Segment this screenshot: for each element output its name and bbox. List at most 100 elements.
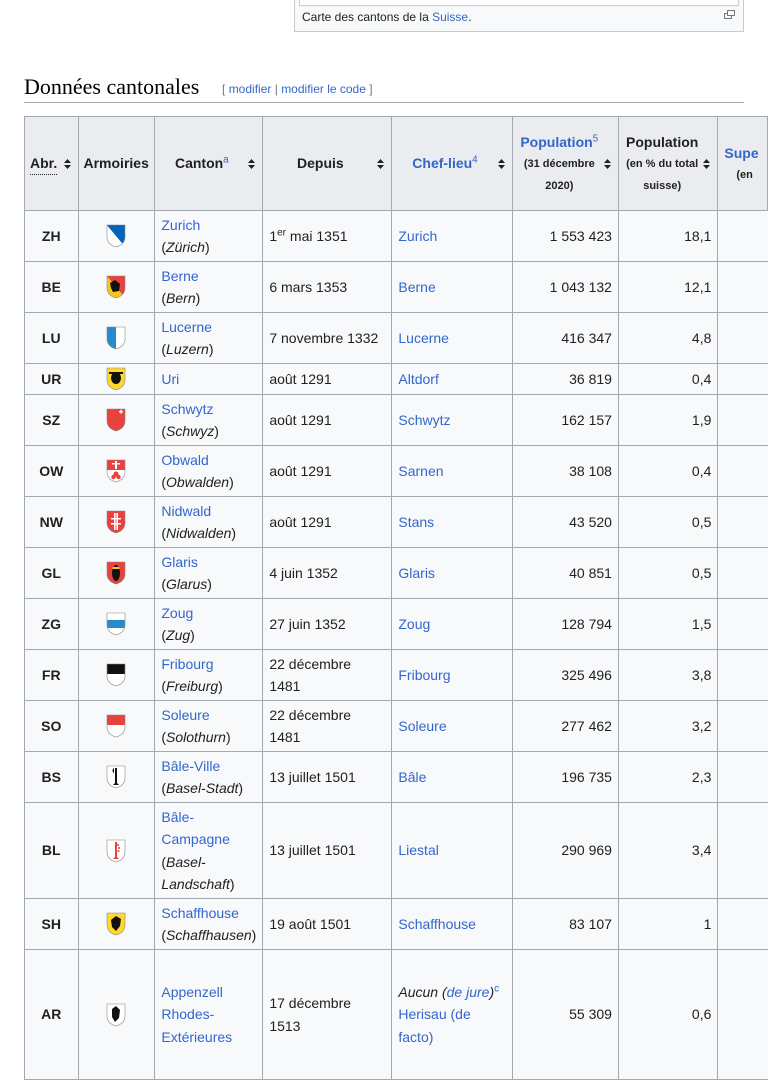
- chef-lieu-link[interactable]: Zoug: [398, 615, 431, 632]
- chef-lieu-link[interactable]: Soleure: [398, 717, 447, 734]
- cell-canton: Obwald (Obwalden): [154, 445, 264, 497]
- cell-armoiries: [77, 312, 156, 364]
- chef-lieu-link[interactable]: Sarnen: [398, 462, 444, 479]
- table-row: BS Bâle-Ville (Basel-Stadt) 13 juillet 1501…: [24, 751, 768, 803]
- canton-link[interactable]: Schwytz: [161, 400, 214, 417]
- so-flag-icon[interactable]: [85, 714, 149, 738]
- superficie-header-link[interactable]: Supe: [724, 144, 759, 161]
- note-4-link[interactable]: 4: [472, 154, 478, 166]
- fr-flag-icon[interactable]: [85, 663, 149, 687]
- canton-link[interactable]: Bâle-Campagne: [161, 808, 230, 848]
- header-superficie[interactable]: Supe (en: [717, 116, 768, 211]
- zg-flag-icon[interactable]: [85, 612, 149, 636]
- canton-local-name: Glarus: [166, 576, 208, 592]
- canton-link[interactable]: Glaris: [161, 553, 198, 570]
- canton-link[interactable]: Schaffhouse: [161, 904, 239, 921]
- zh-flag-icon[interactable]: [85, 224, 149, 248]
- cell-abr: GL: [24, 547, 79, 599]
- canton-link[interactable]: Zurich: [161, 216, 201, 233]
- cell-depuis: 7 novembre 1332: [262, 312, 393, 364]
- cell-abr: AR: [24, 949, 79, 1080]
- chef-lieu-link[interactable]: Fribourg: [398, 666, 451, 683]
- note-5-link[interactable]: 5: [592, 132, 599, 144]
- cell-abr: NW: [24, 496, 79, 548]
- chef-lieu-link[interactable]: Altdorf: [398, 370, 439, 387]
- cell-chef-lieu: Zoug: [391, 598, 513, 650]
- table-row: SH Schaffhouse (Schaffhausen) 19 août 1501 S…: [24, 898, 768, 950]
- chef-lieu-link[interactable]: Zurich: [398, 227, 438, 244]
- bs-flag-icon[interactable]: [85, 765, 149, 789]
- cell-chef-lieu: Aucun (de jure)c Herisau (de facto): [391, 949, 513, 1080]
- edit-code-link[interactable]: modifier le code: [281, 82, 366, 96]
- chef-lieu-link[interactable]: Berne: [398, 278, 436, 295]
- nw-flag-icon[interactable]: [85, 510, 149, 534]
- canton-local-name: Zug: [166, 627, 191, 643]
- cell-superficie: [717, 363, 768, 395]
- chef-lieu-header-link[interactable]: Chef-lieu: [412, 155, 473, 172]
- header-population[interactable]: Population5 (31 décembre 2020): [511, 116, 619, 211]
- population-header-link[interactable]: Population: [520, 133, 593, 150]
- chef-lieu-link[interactable]: Stans: [398, 513, 435, 530]
- table-row: SO Soleure (Solothurn) 22 décembre 1481 Sole…: [24, 700, 768, 752]
- sort-icon[interactable]: [63, 159, 71, 169]
- sort-icon[interactable]: [248, 159, 256, 169]
- edit-link[interactable]: modifier: [228, 82, 272, 96]
- cell-population-pct: 0,5: [617, 547, 719, 599]
- header-canton[interactable]: Cantona: [154, 116, 264, 211]
- magnify-icon[interactable]: [724, 10, 735, 19]
- table-body: ZH Zurich (Zürich) 1er mai 1351 Zurich 1 553 …: [24, 210, 768, 1080]
- sort-icon[interactable]: [497, 159, 505, 169]
- cell-canton: Bâle-Campagne (Basel-Landschaft): [154, 802, 264, 899]
- canton-link[interactable]: Zoug: [161, 604, 194, 621]
- canton-link[interactable]: Soleure: [161, 706, 210, 723]
- canton-link[interactable]: Appenzell Rhodes-Extérieures: [161, 983, 233, 1045]
- canton-link[interactable]: Nidwald: [161, 502, 212, 519]
- chef-lieu-link[interactable]: Schaffhouse: [398, 915, 476, 932]
- chef-lieu-link[interactable]: Lucerne: [398, 329, 449, 346]
- canton-link[interactable]: Berne: [161, 267, 199, 284]
- header-depuis[interactable]: Depuis: [262, 116, 393, 211]
- de-jure-link[interactable]: de jure: [446, 983, 490, 1000]
- lu-flag-icon[interactable]: [85, 326, 149, 350]
- cell-depuis: 19 août 1501: [262, 898, 393, 950]
- canton-link[interactable]: Fribourg: [161, 655, 214, 672]
- header-chef-lieu[interactable]: Chef-lieu4: [391, 116, 513, 211]
- canton-link[interactable]: Uri: [161, 370, 180, 387]
- chef-lieu-link[interactable]: Liestal: [398, 842, 439, 859]
- cell-depuis: août 1291: [262, 496, 393, 548]
- note-a-link[interactable]: a: [223, 154, 229, 166]
- ur-flag-icon[interactable]: [85, 367, 149, 391]
- cell-population: 290 969: [511, 802, 619, 899]
- map-image-frame[interactable]: [299, 0, 739, 6]
- cell-superficie: [717, 394, 768, 446]
- chef-lieu-link[interactable]: Schwytz: [398, 411, 451, 428]
- note-c-link[interactable]: c: [494, 983, 500, 995]
- canton-link[interactable]: Obwald: [161, 451, 209, 468]
- chef-lieu-link[interactable]: Herisau (de facto): [398, 1006, 471, 1045]
- cell-superficie: [717, 649, 768, 701]
- cell-abr: SH: [24, 898, 79, 950]
- bl-flag-icon[interactable]: [85, 839, 149, 863]
- switzerland-link[interactable]: Suisse: [432, 10, 469, 24]
- canton-link[interactable]: Lucerne: [161, 318, 212, 335]
- ar-flag-icon[interactable]: [85, 1003, 149, 1027]
- sh-flag-icon[interactable]: [85, 912, 149, 936]
- sort-icon[interactable]: [603, 159, 611, 169]
- be-flag-icon[interactable]: [85, 275, 149, 299]
- cell-superficie: [717, 210, 768, 262]
- canton-link[interactable]: Bâle-Ville: [161, 757, 221, 774]
- cell-superficie: [717, 261, 768, 313]
- cell-population: 325 496: [511, 649, 619, 701]
- cell-armoiries: [77, 949, 156, 1080]
- canton-local-name: Freiburg: [166, 678, 219, 694]
- chef-lieu-link[interactable]: Glaris: [398, 564, 435, 581]
- header-population-pct[interactable]: Population (en % du total suisse): [617, 116, 719, 211]
- chef-lieu-link[interactable]: Bâle: [398, 768, 427, 785]
- sort-icon[interactable]: [377, 159, 385, 169]
- sz-flag-icon[interactable]: [85, 408, 149, 432]
- gl-flag-icon[interactable]: [85, 561, 149, 585]
- sort-icon[interactable]: [703, 159, 711, 169]
- header-abr[interactable]: Abr.: [24, 116, 79, 211]
- cell-population: 36 819: [511, 363, 619, 395]
- ow-flag-icon[interactable]: [85, 459, 149, 483]
